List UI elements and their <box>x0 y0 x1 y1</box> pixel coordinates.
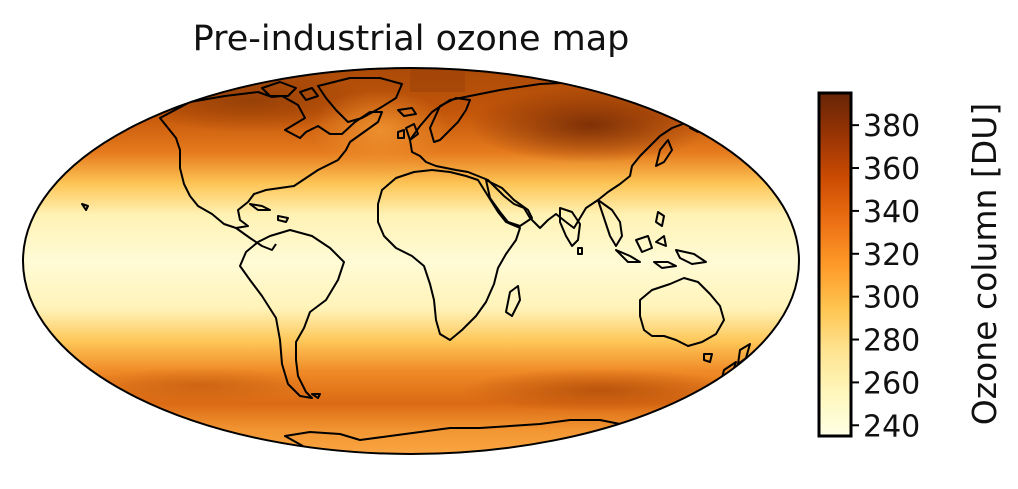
colorbar-label: Ozone column [DU] <box>965 103 1004 425</box>
coastline-africa <box>377 169 521 341</box>
colorbar-tick-label: 360 <box>863 152 920 187</box>
colorbar-tick-label: 260 <box>863 366 920 401</box>
map-border <box>22 67 800 455</box>
colorbar-tick-label: 240 <box>863 409 920 444</box>
colorbar-frame <box>817 91 853 438</box>
colorbar-tick-label: 340 <box>863 195 920 230</box>
coastlines <box>81 77 751 454</box>
coastline-antarctica <box>284 419 651 454</box>
colorbar-tick-label: 300 <box>863 281 920 316</box>
colorbar: 240 260 280 300 320 340 360 380 Ozone column [D… <box>817 91 1004 444</box>
colorbar-tick-label: 280 <box>863 324 920 359</box>
colorbar-tick-label: 320 <box>863 238 920 273</box>
ozone-map <box>22 67 800 455</box>
colorbar-gradient <box>819 93 851 436</box>
coastline-australia <box>639 277 725 347</box>
coastline-south-america <box>239 229 345 399</box>
colorbar-ticks: 240 260 280 300 320 340 360 380 <box>851 109 920 444</box>
colorbar-tick-label: 380 <box>863 109 920 144</box>
map-title: Pre-industrial ozone map <box>193 19 630 59</box>
coastline-north-america <box>159 91 383 229</box>
coastline-greenland <box>317 77 403 123</box>
